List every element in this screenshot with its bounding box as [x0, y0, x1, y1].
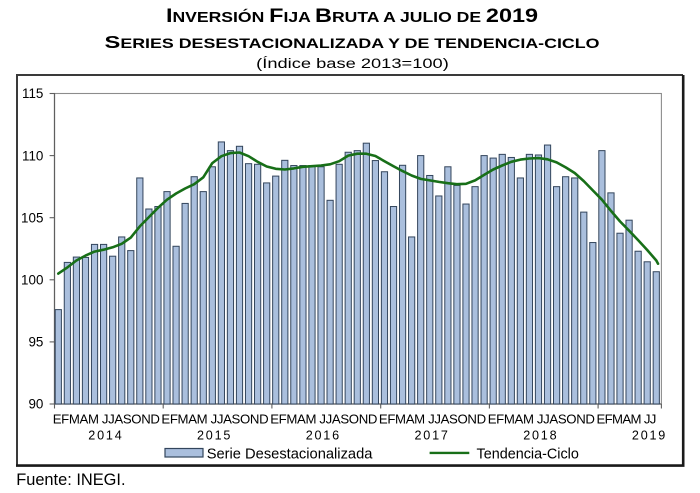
svg-text:Serie Desestacionalizada: Serie Desestacionalizada — [207, 446, 374, 462]
svg-text:Fuente: INEGI.: Fuente: INEGI. — [16, 471, 125, 489]
svg-text:2018: 2018 — [523, 429, 558, 443]
svg-text:2016: 2016 — [306, 429, 341, 443]
svg-text:115: 115 — [22, 86, 43, 101]
svg-text:110: 110 — [22, 148, 43, 163]
svg-text:100: 100 — [21, 273, 43, 288]
svg-text:EFMAM JJASOND: EFMAM JJASOND — [379, 412, 486, 427]
svg-text:EFMAM JJASOND: EFMAM JJASOND — [270, 412, 377, 427]
svg-text:INVERSIÓN FIJA BRUTA A JULIO D: INVERSIÓN FIJA BRUTA A JULIO DE 2019 — [166, 5, 538, 27]
svg-text:105: 105 — [21, 210, 43, 225]
svg-text:95: 95 — [28, 335, 43, 350]
svg-text:Tendencia-Ciclo: Tendencia-Ciclo — [477, 446, 579, 462]
svg-text:SERIES DESESTACIONALIZADA Y DE: SERIES DESESTACIONALIZADA Y DE TENDENCIA… — [104, 32, 599, 52]
svg-text:EFMAM JJASOND: EFMAM JJASOND — [488, 412, 595, 427]
svg-text:2019: 2019 — [632, 429, 667, 443]
svg-text:90: 90 — [28, 397, 43, 412]
svg-text:(Índice base 2013=100): (Índice base 2013=100) — [256, 55, 449, 71]
svg-text:2015: 2015 — [197, 429, 232, 443]
svg-text:2014: 2014 — [88, 429, 123, 443]
svg-text:2017: 2017 — [414, 429, 449, 443]
svg-text:EFMAM JJ: EFMAM JJ — [597, 412, 657, 427]
svg-text:EFMAM JJASOND: EFMAM JJASOND — [53, 412, 160, 427]
svg-text:EFMAM JJASOND: EFMAM JJASOND — [161, 412, 268, 427]
